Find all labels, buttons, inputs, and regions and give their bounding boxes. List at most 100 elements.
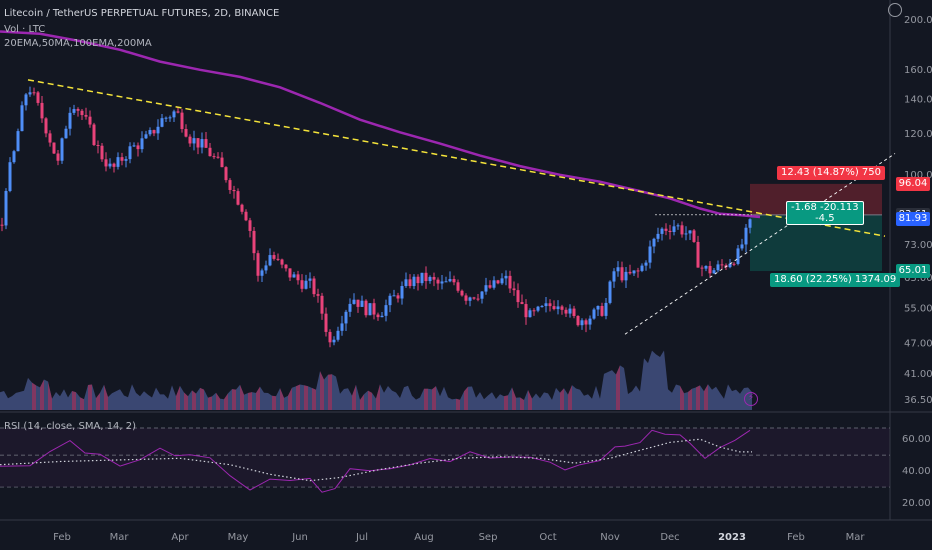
volume-down-segment [232, 389, 236, 410]
candle-body [576, 315, 580, 326]
volume-down-segment [216, 392, 220, 410]
price-axis-label: 200.00 [904, 15, 932, 26]
volume-down-segment [296, 384, 300, 410]
candle-body [568, 308, 572, 314]
candle-body [472, 297, 476, 299]
candle-body [276, 258, 280, 260]
candle-body [256, 253, 260, 276]
candle-body [184, 129, 188, 137]
candle-body [16, 131, 20, 152]
time-axis-label: Feb [787, 532, 805, 543]
candle-body [628, 271, 632, 274]
candle-body [240, 204, 244, 212]
candle-body [608, 281, 612, 303]
price-tag: 81.93 [896, 212, 930, 227]
target-badge[interactable]: 12.43 (14.87%) 750 [777, 166, 886, 180]
candle-body [76, 109, 80, 111]
volume-down-segment [528, 390, 532, 410]
candle-body [64, 128, 68, 139]
rsi-axis-label: 20.00 [902, 498, 931, 509]
candle-body [224, 167, 228, 181]
candle-body [360, 300, 364, 307]
price-axis-label: 160.00 [904, 65, 932, 76]
gear-icon[interactable] [888, 3, 902, 17]
candle-body [528, 310, 532, 318]
price-axis-label: 41.00 [904, 369, 932, 380]
candle-body [424, 272, 428, 282]
candle-body [68, 112, 72, 129]
volume-down-segment [224, 393, 228, 410]
candle-body [320, 295, 324, 314]
candle-body [668, 230, 672, 233]
price-axis-label: 63.00 [904, 273, 932, 284]
volume-down-segment [184, 392, 188, 410]
trendlines[interactable] [27, 79, 896, 335]
volume-down-segment [432, 386, 436, 410]
volume-legend[interactable]: Vol · LTC [4, 24, 46, 35]
volume-down-segment [240, 384, 244, 410]
candle-body [440, 281, 444, 284]
candle-body [476, 298, 480, 300]
candle-body [232, 189, 236, 192]
stop-badge[interactable]: 18.60 (22.25%) 1374.09 [770, 273, 901, 287]
candle-body [108, 163, 112, 167]
candle-body [268, 255, 272, 266]
candle-body [308, 278, 312, 281]
ma-legend[interactable]: 20EMA,50MA,100EMA,200MA [4, 38, 152, 49]
volume-down-segment [368, 390, 372, 410]
volume-down-segment [512, 387, 516, 410]
volume-down-segment [304, 385, 308, 410]
candle-body [432, 276, 436, 280]
candle-body [80, 110, 84, 116]
time-axis-label: Sep [479, 532, 498, 543]
candle-body [84, 115, 88, 117]
candle-body [128, 146, 132, 160]
candle-body [260, 270, 264, 276]
candle-body [708, 265, 712, 274]
candle-body [216, 156, 220, 158]
candle-body [592, 309, 596, 319]
candle-body [40, 102, 44, 119]
candle-body [524, 304, 528, 318]
time-axis-label: Nov [600, 532, 620, 543]
rsi-legend[interactable]: RSI (14, close, SMA, 14, 2) [4, 421, 137, 432]
candle-body [136, 145, 140, 150]
lightning-icon[interactable]: ⚡ [744, 392, 758, 406]
candle-body [480, 291, 484, 299]
candle-body [584, 320, 588, 325]
candle-body [660, 228, 664, 234]
volume-down-segment [376, 384, 380, 410]
volume-down-segment [248, 392, 252, 410]
candle-body [604, 302, 608, 316]
candle-body [644, 262, 648, 266]
candle-body [344, 311, 348, 324]
rsi-sma-line [0, 438, 752, 482]
candle-body [220, 157, 224, 168]
candle-body [420, 272, 424, 284]
candle-body [404, 279, 408, 287]
candle-body [180, 112, 184, 130]
time-axis-label: Dec [660, 532, 679, 543]
symbol-title[interactable]: Litecoin / TetherUS PERPETUAL FUTURES, 2… [4, 8, 280, 19]
candle-body [132, 145, 136, 147]
position-info-badge[interactable]: -1.68 -20.113 -4.5 [786, 201, 864, 225]
candle-body [500, 278, 504, 284]
candle-body [448, 279, 452, 282]
candle-body [356, 299, 360, 307]
candle-body [288, 268, 292, 278]
candle-body [160, 118, 164, 127]
candle-body [736, 248, 740, 264]
volume-down-segment [312, 388, 316, 410]
time-axis-label: Apr [171, 532, 189, 543]
candle-body [0, 224, 4, 226]
candle-body [616, 267, 620, 272]
time-axis-label: 2023 [718, 532, 746, 543]
long-position-tool[interactable] [750, 183, 882, 272]
candle-body [300, 280, 304, 289]
candle-body [100, 145, 104, 160]
candle-body [416, 276, 420, 284]
candle-body [204, 139, 208, 148]
candle-body [632, 270, 636, 274]
candle-body [532, 310, 536, 312]
